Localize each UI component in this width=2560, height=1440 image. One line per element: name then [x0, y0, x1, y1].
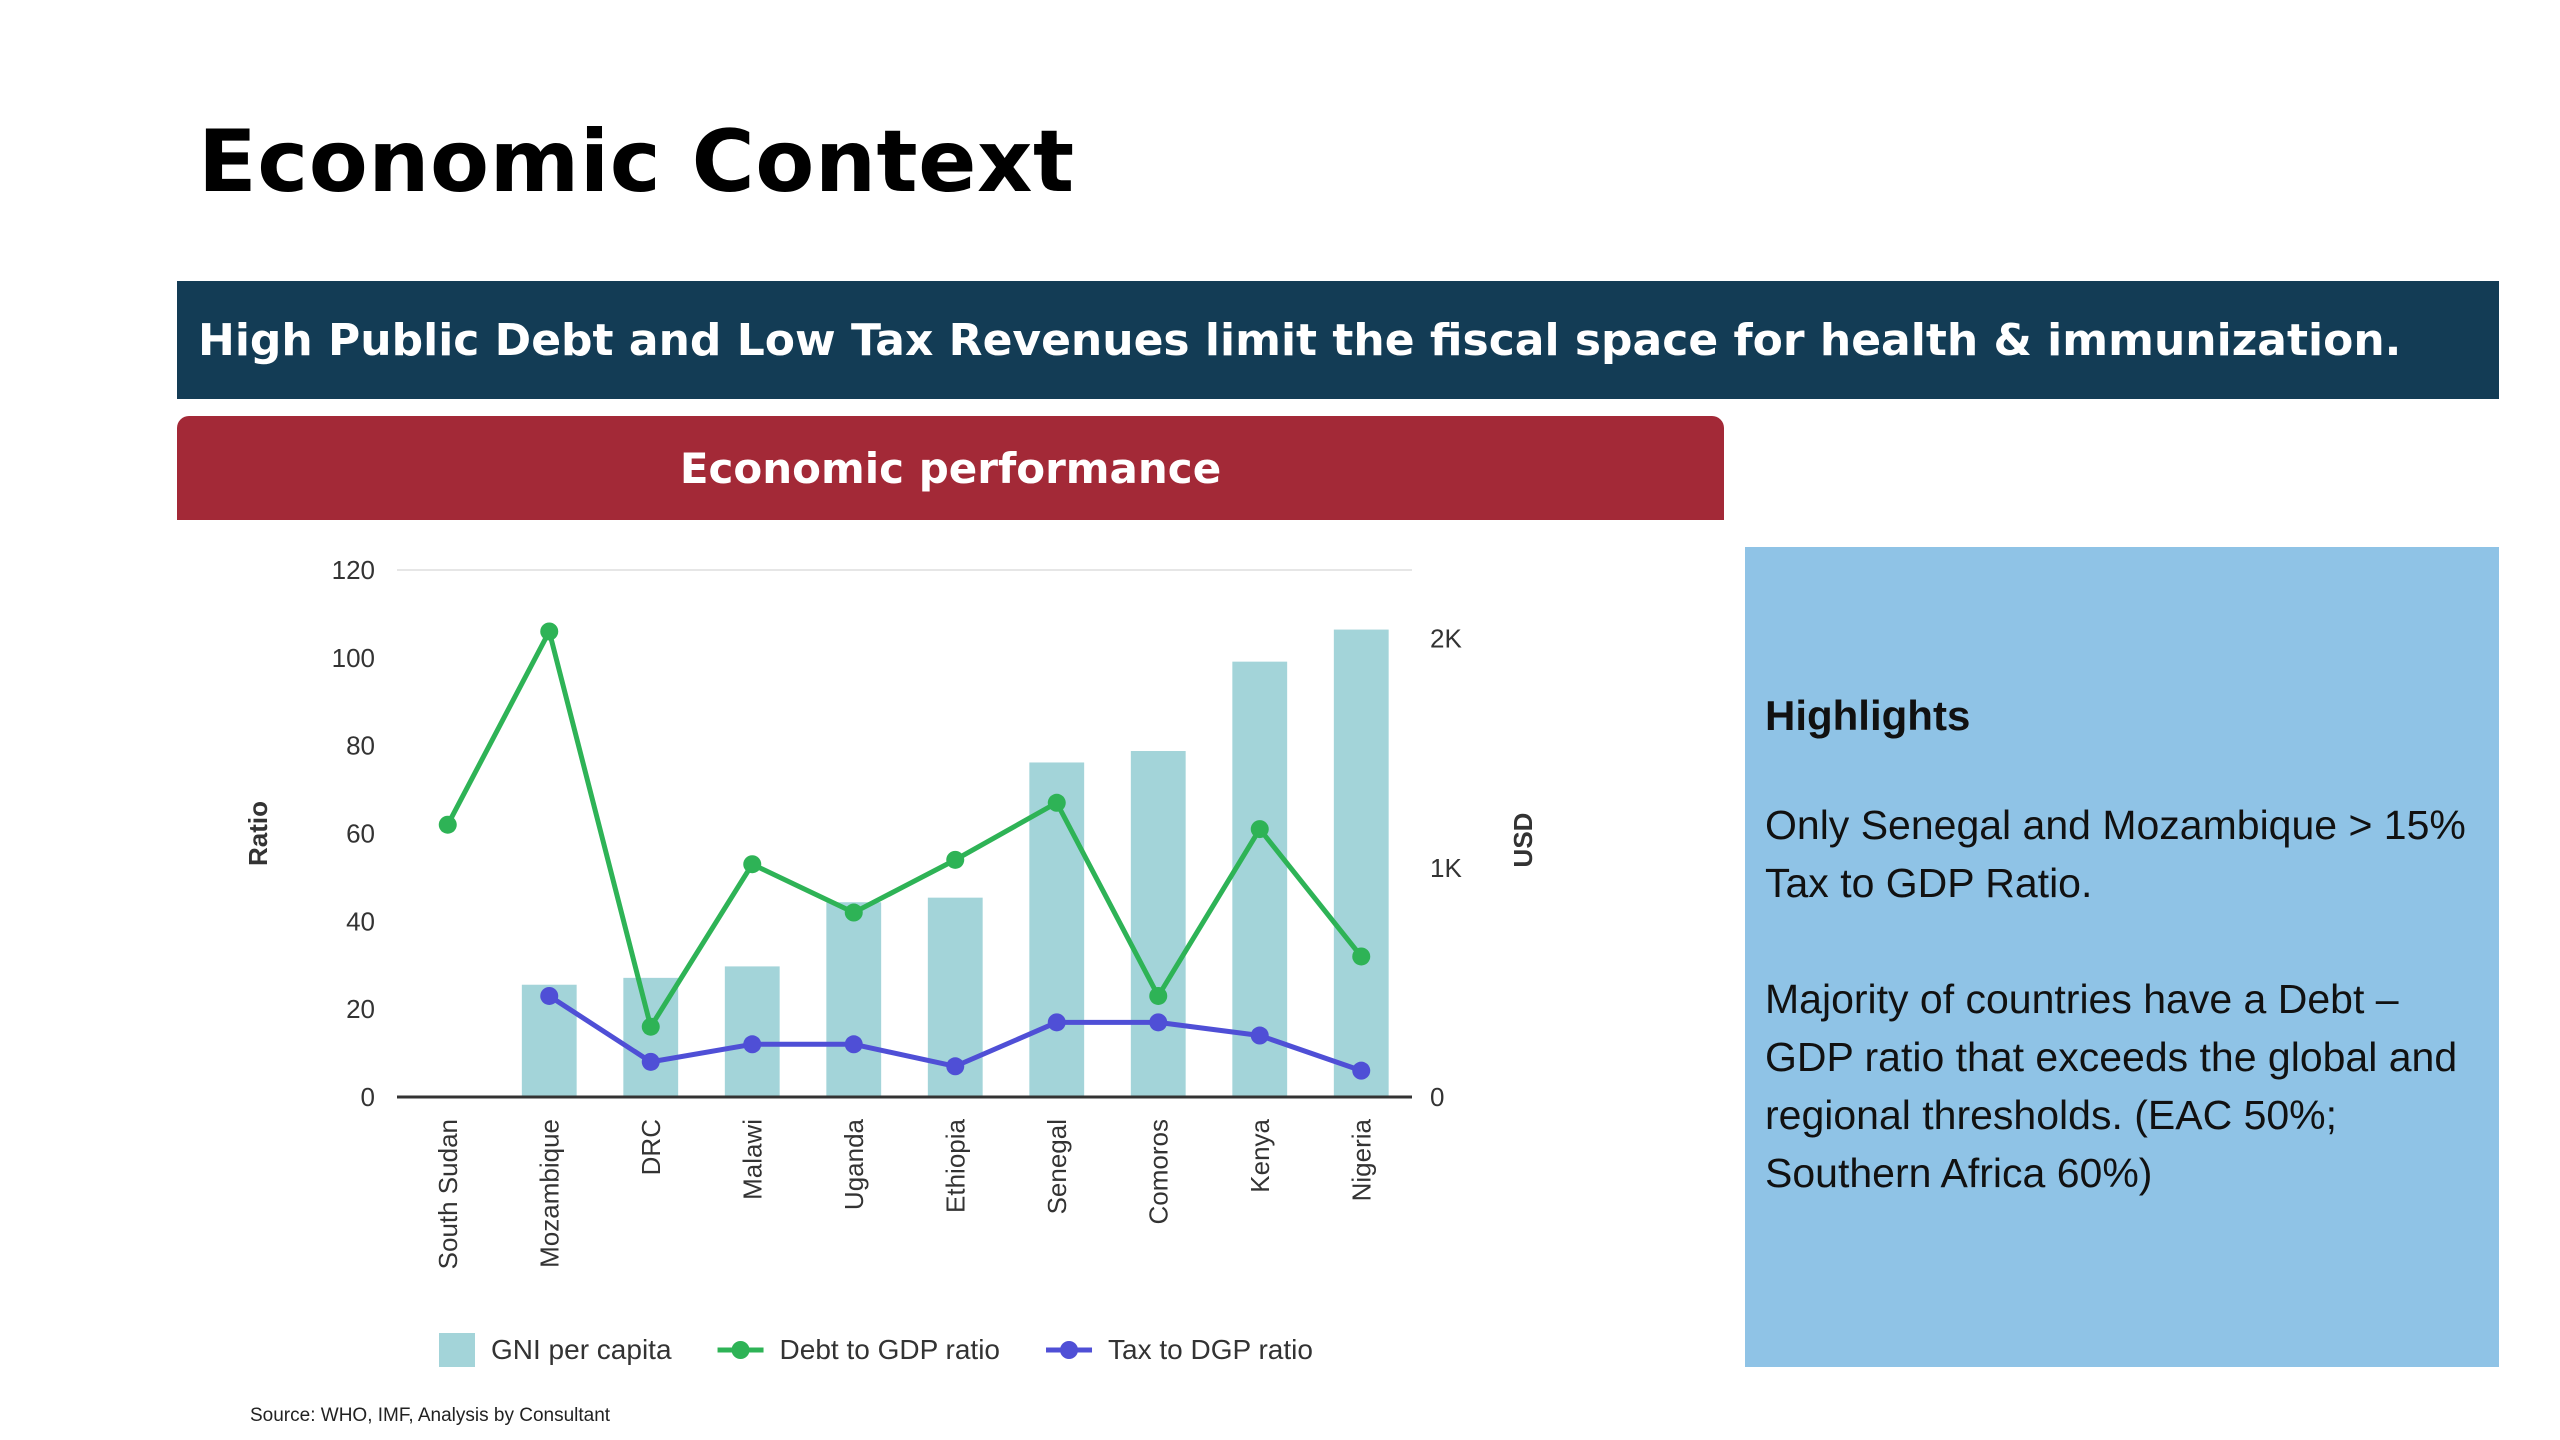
- point-debt-to-gdp-ratio: [743, 855, 762, 874]
- point-debt-to-gdp-ratio: [1047, 793, 1066, 812]
- y-tick-label: 20: [346, 994, 375, 1024]
- point-tax-to-dgp-ratio: [1352, 1061, 1371, 1080]
- highlights-panel: Highlights Only Senegal and Mozambique >…: [1745, 547, 2499, 1367]
- legend-marker-tax-to-dgp-ratio: [1060, 1341, 1079, 1359]
- bar-gni-per-capita: [1333, 629, 1389, 1097]
- key-message-banner: High Public Debt and Low Tax Revenues li…: [177, 281, 2499, 399]
- point-tax-to-dgp-ratio: [1250, 1026, 1269, 1045]
- bar-gni-per-capita: [1130, 751, 1186, 1097]
- point-debt-to-gdp-ratio: [438, 815, 457, 834]
- point-tax-to-dgp-ratio: [844, 1035, 863, 1054]
- x-tick-label: Nigeria: [1346, 1118, 1376, 1201]
- point-debt-to-gdp-ratio: [844, 903, 863, 922]
- source-note: Source: WHO, IMF, Analysis by Consultant: [250, 1405, 611, 1426]
- legend-label-tax-to-dgp-ratio: Tax to DGP ratio: [1108, 1334, 1313, 1365]
- highlight-paragraph-1: Only Senegal and Mozambique > 15% Tax to…: [1765, 802, 2466, 906]
- x-tick-label: Comoros: [1143, 1119, 1173, 1224]
- y-tick-label: 60: [346, 819, 375, 849]
- point-debt-to-gdp-ratio: [540, 622, 559, 641]
- page-title: Economic Context: [198, 112, 1075, 212]
- x-tick-label: Mozambique: [534, 1119, 564, 1268]
- legend-marker-debt-to-gdp-ratio: [731, 1341, 750, 1359]
- point-tax-to-dgp-ratio: [1149, 1013, 1168, 1032]
- point-tax-to-dgp-ratio: [540, 986, 559, 1005]
- section-header: Economic performance: [177, 416, 1724, 520]
- x-tick-label: Ethiopia: [940, 1118, 970, 1212]
- bar-gni-per-capita: [724, 966, 780, 1097]
- x-tick-label: Malawi: [737, 1119, 767, 1200]
- legend-label-debt-to-gdp-ratio: Debt to GDP ratio: [780, 1334, 1000, 1365]
- legend-label-gni-per-capita: GNI per capita: [491, 1334, 672, 1365]
- highlight-paragraph-2: Majority of countries have a Debt – GDP …: [1765, 976, 2458, 1196]
- x-tick-label: Uganda: [839, 1118, 869, 1210]
- point-debt-to-gdp-ratio: [641, 1017, 660, 1036]
- point-debt-to-gdp-ratio: [1352, 947, 1371, 966]
- point-debt-to-gdp-ratio: [946, 850, 965, 869]
- x-tick-label: DRC: [636, 1119, 666, 1175]
- y2-tick-label: 0: [1430, 1082, 1444, 1112]
- y-tick-label: 80: [346, 731, 375, 761]
- x-tick-label: Senegal: [1042, 1119, 1072, 1214]
- y-tick-label: 120: [332, 555, 375, 585]
- point-debt-to-gdp-ratio: [1149, 986, 1168, 1005]
- y-tick-label: 40: [346, 906, 375, 936]
- section-header-text: Economic performance: [679, 443, 1222, 493]
- y2-axis-title: USD: [1508, 813, 1538, 868]
- point-tax-to-dgp-ratio: [743, 1035, 762, 1054]
- legend-swatch-gni-per-capita: [439, 1333, 475, 1367]
- bar-gni-per-capita: [826, 902, 882, 1097]
- line-debt-to-gdp-ratio: [445, 628, 1364, 1030]
- highlights-title: Highlights: [1765, 692, 1971, 739]
- y-tick-label: 0: [361, 1082, 375, 1112]
- economic-performance-chart: 0 20 40 60 80 100 120 0 1K 2K Ratio USD South Sudan M…: [243, 555, 1538, 1367]
- x-tick-label: Kenya: [1245, 1118, 1275, 1192]
- bar-gni-per-capita: [1029, 762, 1085, 1097]
- bar-gni-per-capita: [1232, 661, 1288, 1097]
- point-debt-to-gdp-ratio: [1250, 820, 1269, 839]
- point-tax-to-dgp-ratio: [641, 1052, 660, 1071]
- banner-text: High Public Debt and Low Tax Revenues li…: [198, 314, 2402, 366]
- y2-tick-label: 2K: [1430, 624, 1462, 654]
- y-tick-label: 100: [332, 643, 375, 673]
- point-tax-to-dgp-ratio: [946, 1057, 965, 1076]
- y2-tick-label: 1K: [1430, 853, 1462, 883]
- x-tick-label: South Sudan: [433, 1119, 463, 1269]
- y-axis-title: Ratio: [243, 801, 273, 866]
- point-tax-to-dgp-ratio: [1047, 1013, 1066, 1032]
